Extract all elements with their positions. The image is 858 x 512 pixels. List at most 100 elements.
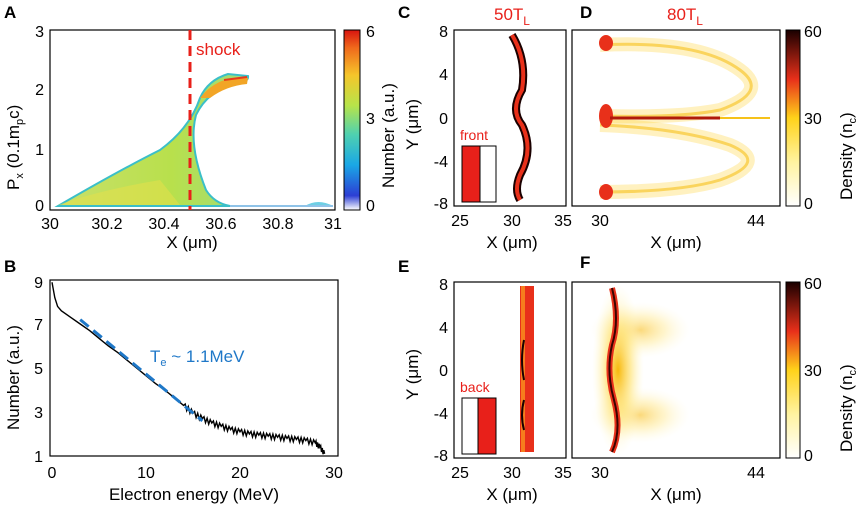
x-ticks-f: 30 44 bbox=[591, 465, 765, 482]
density-field-d bbox=[599, 35, 770, 200]
colorbar-f bbox=[785, 281, 801, 459]
colorbar-ticks-a: 6 3 0 bbox=[366, 24, 375, 215]
x-tick: 30.8 bbox=[262, 216, 293, 233]
x-tick: 44 bbox=[747, 213, 765, 230]
temperature-fit-label: Te ~ 1.1MeV bbox=[150, 347, 245, 369]
y-tick: 5 bbox=[34, 361, 43, 378]
colorbar-tick: 30 bbox=[804, 111, 822, 128]
x-tick: 25 bbox=[451, 465, 469, 482]
spectrum-line bbox=[51, 282, 326, 455]
x-tick: 35 bbox=[554, 465, 572, 482]
colorbar-tick: 3 bbox=[366, 111, 375, 128]
panel-letter-c: C bbox=[398, 3, 410, 22]
axes-frame-b bbox=[49, 279, 339, 457]
panel-b: B Te ~ 1.1MeV 0 10 20 30 9 7 5 3 1 Elect… bbox=[4, 257, 343, 504]
x-axis-label-c: X (μm) bbox=[486, 233, 537, 252]
colorbar-tick: 0 bbox=[366, 198, 375, 215]
y-axis-label-e: Y (μm) bbox=[403, 349, 422, 400]
x-tick: 30 bbox=[503, 213, 521, 230]
y-tick: 2 bbox=[35, 82, 44, 99]
colorbar-ticks-f: 60 30 0 bbox=[804, 276, 822, 465]
axes-frame-f bbox=[571, 281, 781, 459]
colorbar-label-a: Number (a.u.) bbox=[379, 83, 398, 188]
x-tick: 30 bbox=[503, 465, 521, 482]
x-tick: 44 bbox=[747, 465, 765, 482]
x-tick: 30.2 bbox=[91, 216, 122, 233]
colorbar-tick: 60 bbox=[804, 276, 822, 293]
panel-letter-b: B bbox=[4, 257, 16, 276]
axes-frame-e bbox=[453, 281, 567, 459]
colorbar-a bbox=[343, 29, 361, 211]
x-tick: 31 bbox=[324, 216, 342, 233]
axes-frame-c bbox=[453, 29, 567, 207]
y-tick: 3 bbox=[35, 24, 44, 41]
y-tick: -8 bbox=[434, 196, 448, 213]
y-ticks-e: 8 4 0 -4 -8 bbox=[434, 277, 448, 465]
x-ticks-e: 25 30 35 bbox=[451, 465, 572, 482]
panel-letter-d: D bbox=[580, 3, 592, 22]
panel-e: E back 8 4 0 -4 -8 25 30 35 X (μm) Y (μm… bbox=[398, 257, 572, 504]
x-tick: 30 bbox=[325, 465, 343, 482]
panel-d: D 80TL 30 44 X (μm) 60 30 0 Density bbox=[571, 3, 858, 252]
y-tick: 0 bbox=[35, 198, 44, 215]
x-ticks-d: 30 44 bbox=[591, 213, 765, 230]
colorbar-d bbox=[785, 29, 801, 207]
colorbar-tick: 60 bbox=[804, 24, 822, 41]
inset-target-front-white bbox=[479, 145, 497, 203]
y-tick: 8 bbox=[439, 24, 448, 41]
inset-target-front-red bbox=[461, 145, 481, 203]
colorbar-tick: 0 bbox=[804, 448, 813, 465]
y-tick: 0 bbox=[439, 111, 448, 128]
x-ticks-c: 25 30 35 bbox=[451, 213, 572, 230]
y-axis-label-c: Y (μm) bbox=[403, 99, 422, 150]
x-tick: 30.6 bbox=[205, 216, 236, 233]
y-tick: 4 bbox=[439, 67, 448, 84]
colorbar-tick: 30 bbox=[804, 363, 822, 380]
x-axis-label-d: X (μm) bbox=[650, 233, 701, 252]
y-axis-label-a: Px (0.1mpc) bbox=[4, 105, 26, 190]
panel-f: F 30 44 X (μm) 60 30 0 Density (nc) bbox=[571, 253, 858, 504]
inset-target-back-red bbox=[477, 397, 497, 455]
shock-label: shock bbox=[196, 40, 241, 59]
panel-a: A shock 30 30.2 30.4 30.6 30.8 31 0 1 2 bbox=[4, 3, 398, 252]
axes-frame-a bbox=[49, 29, 336, 211]
x-tick: 30 bbox=[591, 465, 609, 482]
colorbar-label-f: Density (nc) bbox=[837, 364, 858, 452]
x-tick: 0 bbox=[48, 465, 57, 482]
y-ticks-a: 0 1 2 3 bbox=[35, 24, 44, 215]
x-tick: 30 bbox=[591, 213, 609, 230]
y-tick: 8 bbox=[439, 277, 448, 294]
momentum-phase-space-heatmap bbox=[54, 72, 333, 207]
panel-c: C 50TL front 8 4 0 -4 -8 25 30 35 X (μm)… bbox=[398, 3, 572, 252]
y-tick: 1 bbox=[35, 142, 44, 159]
panel-letter-f: F bbox=[580, 253, 590, 272]
x-axis-label-f: X (μm) bbox=[650, 485, 701, 504]
temperature-fit-line bbox=[79, 318, 204, 422]
x-tick: 20 bbox=[231, 465, 249, 482]
inset-label-front: front bbox=[460, 127, 488, 143]
axes-frame-d bbox=[571, 29, 781, 207]
y-tick: 3 bbox=[34, 405, 43, 422]
x-ticks-a: 30 30.2 30.4 30.6 30.8 31 bbox=[41, 216, 342, 233]
panel-title-c: 50TL bbox=[494, 5, 530, 28]
x-tick: 25 bbox=[451, 213, 469, 230]
x-axis-label-b: Electron energy (MeV) bbox=[109, 485, 279, 504]
x-tick: 30.4 bbox=[148, 216, 179, 233]
colorbar-ticks-d: 60 30 0 bbox=[804, 24, 822, 213]
y-tick: 4 bbox=[439, 320, 448, 337]
y-tick: -4 bbox=[434, 154, 448, 171]
y-ticks-c: 8 4 0 -4 -8 bbox=[434, 24, 448, 213]
density-field-f bbox=[590, 284, 690, 456]
y-axis-label-b: Number (a.u.) bbox=[4, 325, 23, 430]
x-axis-label-e: X (μm) bbox=[486, 485, 537, 504]
colorbar-label-d: Density (nc) bbox=[837, 112, 858, 200]
y-tick: -4 bbox=[434, 406, 448, 423]
y-tick: 7 bbox=[34, 317, 43, 334]
colorbar-tick: 6 bbox=[366, 24, 375, 41]
y-tick: -8 bbox=[434, 448, 448, 465]
colorbar-tick: 0 bbox=[804, 196, 813, 213]
x-tick: 35 bbox=[554, 213, 572, 230]
y-tick: 9 bbox=[34, 275, 43, 292]
x-tick: 30 bbox=[41, 216, 59, 233]
